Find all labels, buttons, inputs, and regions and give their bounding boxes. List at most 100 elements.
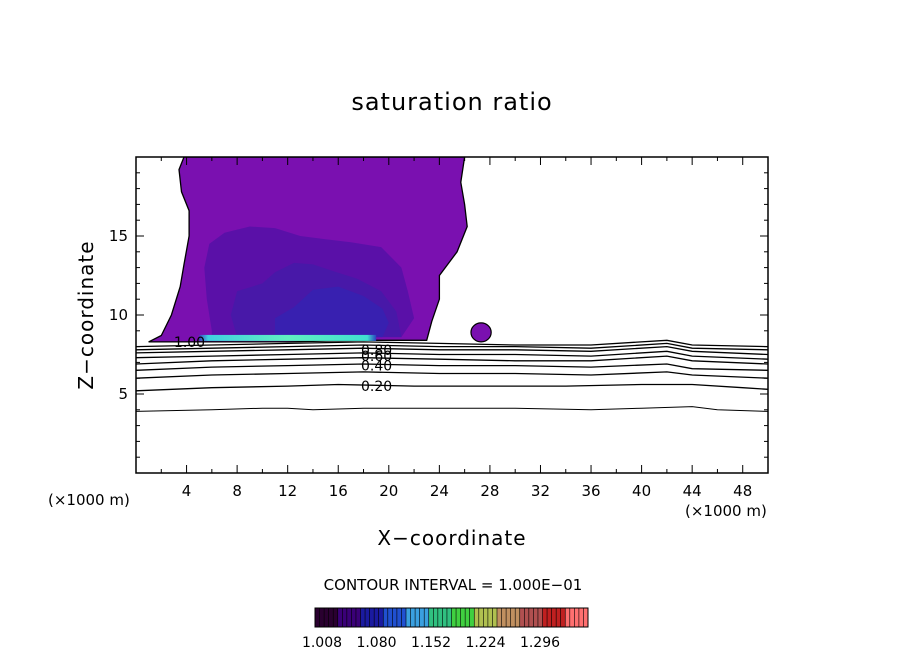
colorbar-tick-label: 1.224 xyxy=(465,635,505,651)
colorbar-swatch xyxy=(406,608,411,627)
colorbar-swatch xyxy=(497,608,502,627)
colorbar-swatch xyxy=(460,608,466,627)
colorbar-swatch xyxy=(501,608,507,627)
colorbar-swatch xyxy=(415,608,421,627)
colorbar-swatch xyxy=(446,608,452,627)
colorbar-swatch xyxy=(437,608,443,627)
x-tick-label: 44 xyxy=(683,482,702,500)
inner-contour-2 xyxy=(275,286,389,338)
colorbar-swatch xyxy=(428,608,434,627)
colorbar-swatch xyxy=(474,608,480,627)
x-tick-label: 24 xyxy=(430,482,449,500)
colorbar-swatch xyxy=(551,608,557,627)
colorbar-swatch xyxy=(547,608,552,627)
colorbar-swatch xyxy=(578,608,584,627)
colorbar-swatch xyxy=(478,608,484,627)
colorbar-swatch xyxy=(492,608,498,627)
small-cloud-cell xyxy=(470,322,492,343)
colorbar-swatch xyxy=(387,608,393,627)
colorbar-swatch xyxy=(355,608,361,627)
colorbar-swatch xyxy=(451,608,457,627)
y-axis-label: Z−coordinate xyxy=(74,240,98,390)
colorbar-swatch xyxy=(424,608,430,627)
contour-line-0.5 xyxy=(136,355,768,365)
contour-line-0.2 xyxy=(136,383,768,392)
x-tick-label: 28 xyxy=(480,482,499,500)
contour-line-0.0 xyxy=(136,406,768,412)
colorbar-swatch xyxy=(528,608,534,627)
contour-label: 1.00 xyxy=(174,335,205,351)
colorbar-swatch xyxy=(360,608,366,627)
colorbar-swatch xyxy=(560,608,566,627)
colorbar-swatch xyxy=(583,608,589,627)
x-tick-label: 20 xyxy=(379,482,398,500)
contour-line-0.3 xyxy=(136,371,768,379)
colorbar-swatch xyxy=(324,608,330,627)
contour-label: 0.80 xyxy=(361,343,392,359)
contour-line-0.6 xyxy=(136,350,768,360)
x-tick-label: 48 xyxy=(733,482,752,500)
x-unit-label-left: (×1000 m) xyxy=(48,491,130,509)
contour-label: 0.60 xyxy=(361,349,392,365)
colorbar: 1.008 1.080 1.152 1.224 1.296 xyxy=(302,607,589,651)
colorbar-swatch xyxy=(337,608,343,627)
colorbar-swatch xyxy=(487,608,493,627)
colorbar-swatch xyxy=(374,608,380,627)
x-tick-label: 12 xyxy=(278,482,297,500)
colorbar-swatch xyxy=(506,608,512,627)
colorbar-swatch xyxy=(569,608,575,627)
colorbar-swatch xyxy=(433,608,439,627)
filled-contour-layer xyxy=(148,157,492,343)
chart-title: saturation ratio xyxy=(351,88,553,116)
colorbar-swatch xyxy=(442,608,448,627)
colorbar-frame xyxy=(314,607,589,628)
colorbar-swatch xyxy=(365,608,370,627)
colorbar-swatch xyxy=(515,608,521,627)
colorbar-swatch xyxy=(510,608,516,627)
y-tick-label: 5 xyxy=(118,385,128,403)
colorbar-swatch xyxy=(469,608,475,627)
colorbar-swatch xyxy=(342,608,348,627)
colorbar-swatch xyxy=(333,608,339,627)
colorbar-swatch xyxy=(483,608,489,627)
colorbar-swatch xyxy=(319,608,325,627)
colorbar-swatch xyxy=(351,608,357,627)
colorbar-swatch xyxy=(574,608,580,627)
contour-interval-label: CONTOUR INTERVAL = 1.000E−01 xyxy=(323,576,583,594)
x-tick-label: 8 xyxy=(232,482,242,500)
colorbar-swatch xyxy=(556,608,562,627)
colorbar-swatch xyxy=(542,608,548,627)
colorbar-swatch xyxy=(401,608,407,627)
colorbar-tick-label: 1.152 xyxy=(411,635,451,651)
colorbar-swatch xyxy=(465,608,471,627)
x-tick-label: 40 xyxy=(632,482,651,500)
colorbar-swatch xyxy=(315,608,320,627)
colorbar-swatch xyxy=(396,608,402,627)
colorbar-swatch xyxy=(456,608,461,627)
x-tick-label: 32 xyxy=(531,482,550,500)
contour-line-0.4 xyxy=(136,363,768,371)
contour-label-layer: 1.00 0.800.600.40 0.20 xyxy=(174,335,392,395)
colorbar-swatch xyxy=(537,608,543,627)
colorbar-swatch xyxy=(524,608,530,627)
colorbar-swatch xyxy=(392,608,398,627)
contour-line-layer xyxy=(136,339,768,412)
contour-label: 0.40 xyxy=(361,359,392,375)
x-tick-label: 4 xyxy=(182,482,192,500)
x-tick-label: 16 xyxy=(329,482,348,500)
colorbar-swatch xyxy=(565,608,571,627)
contour-label: 0.20 xyxy=(361,379,392,395)
contour-line-0.8 xyxy=(136,342,768,351)
y-tick-label: 10 xyxy=(109,306,128,324)
colorbar-swatch xyxy=(519,608,525,627)
contour-line-0.9 xyxy=(136,339,768,348)
x-tick-label: 36 xyxy=(581,482,600,500)
x-axis-label: X−coordinate xyxy=(377,526,527,550)
colorbar-tick-label: 1.008 xyxy=(302,635,342,651)
colorbar-swatch xyxy=(346,608,352,627)
colorbar-swatch xyxy=(328,608,334,627)
colorbar-tick-label: 1.080 xyxy=(356,635,396,651)
y-tick-label: 15 xyxy=(109,227,128,245)
